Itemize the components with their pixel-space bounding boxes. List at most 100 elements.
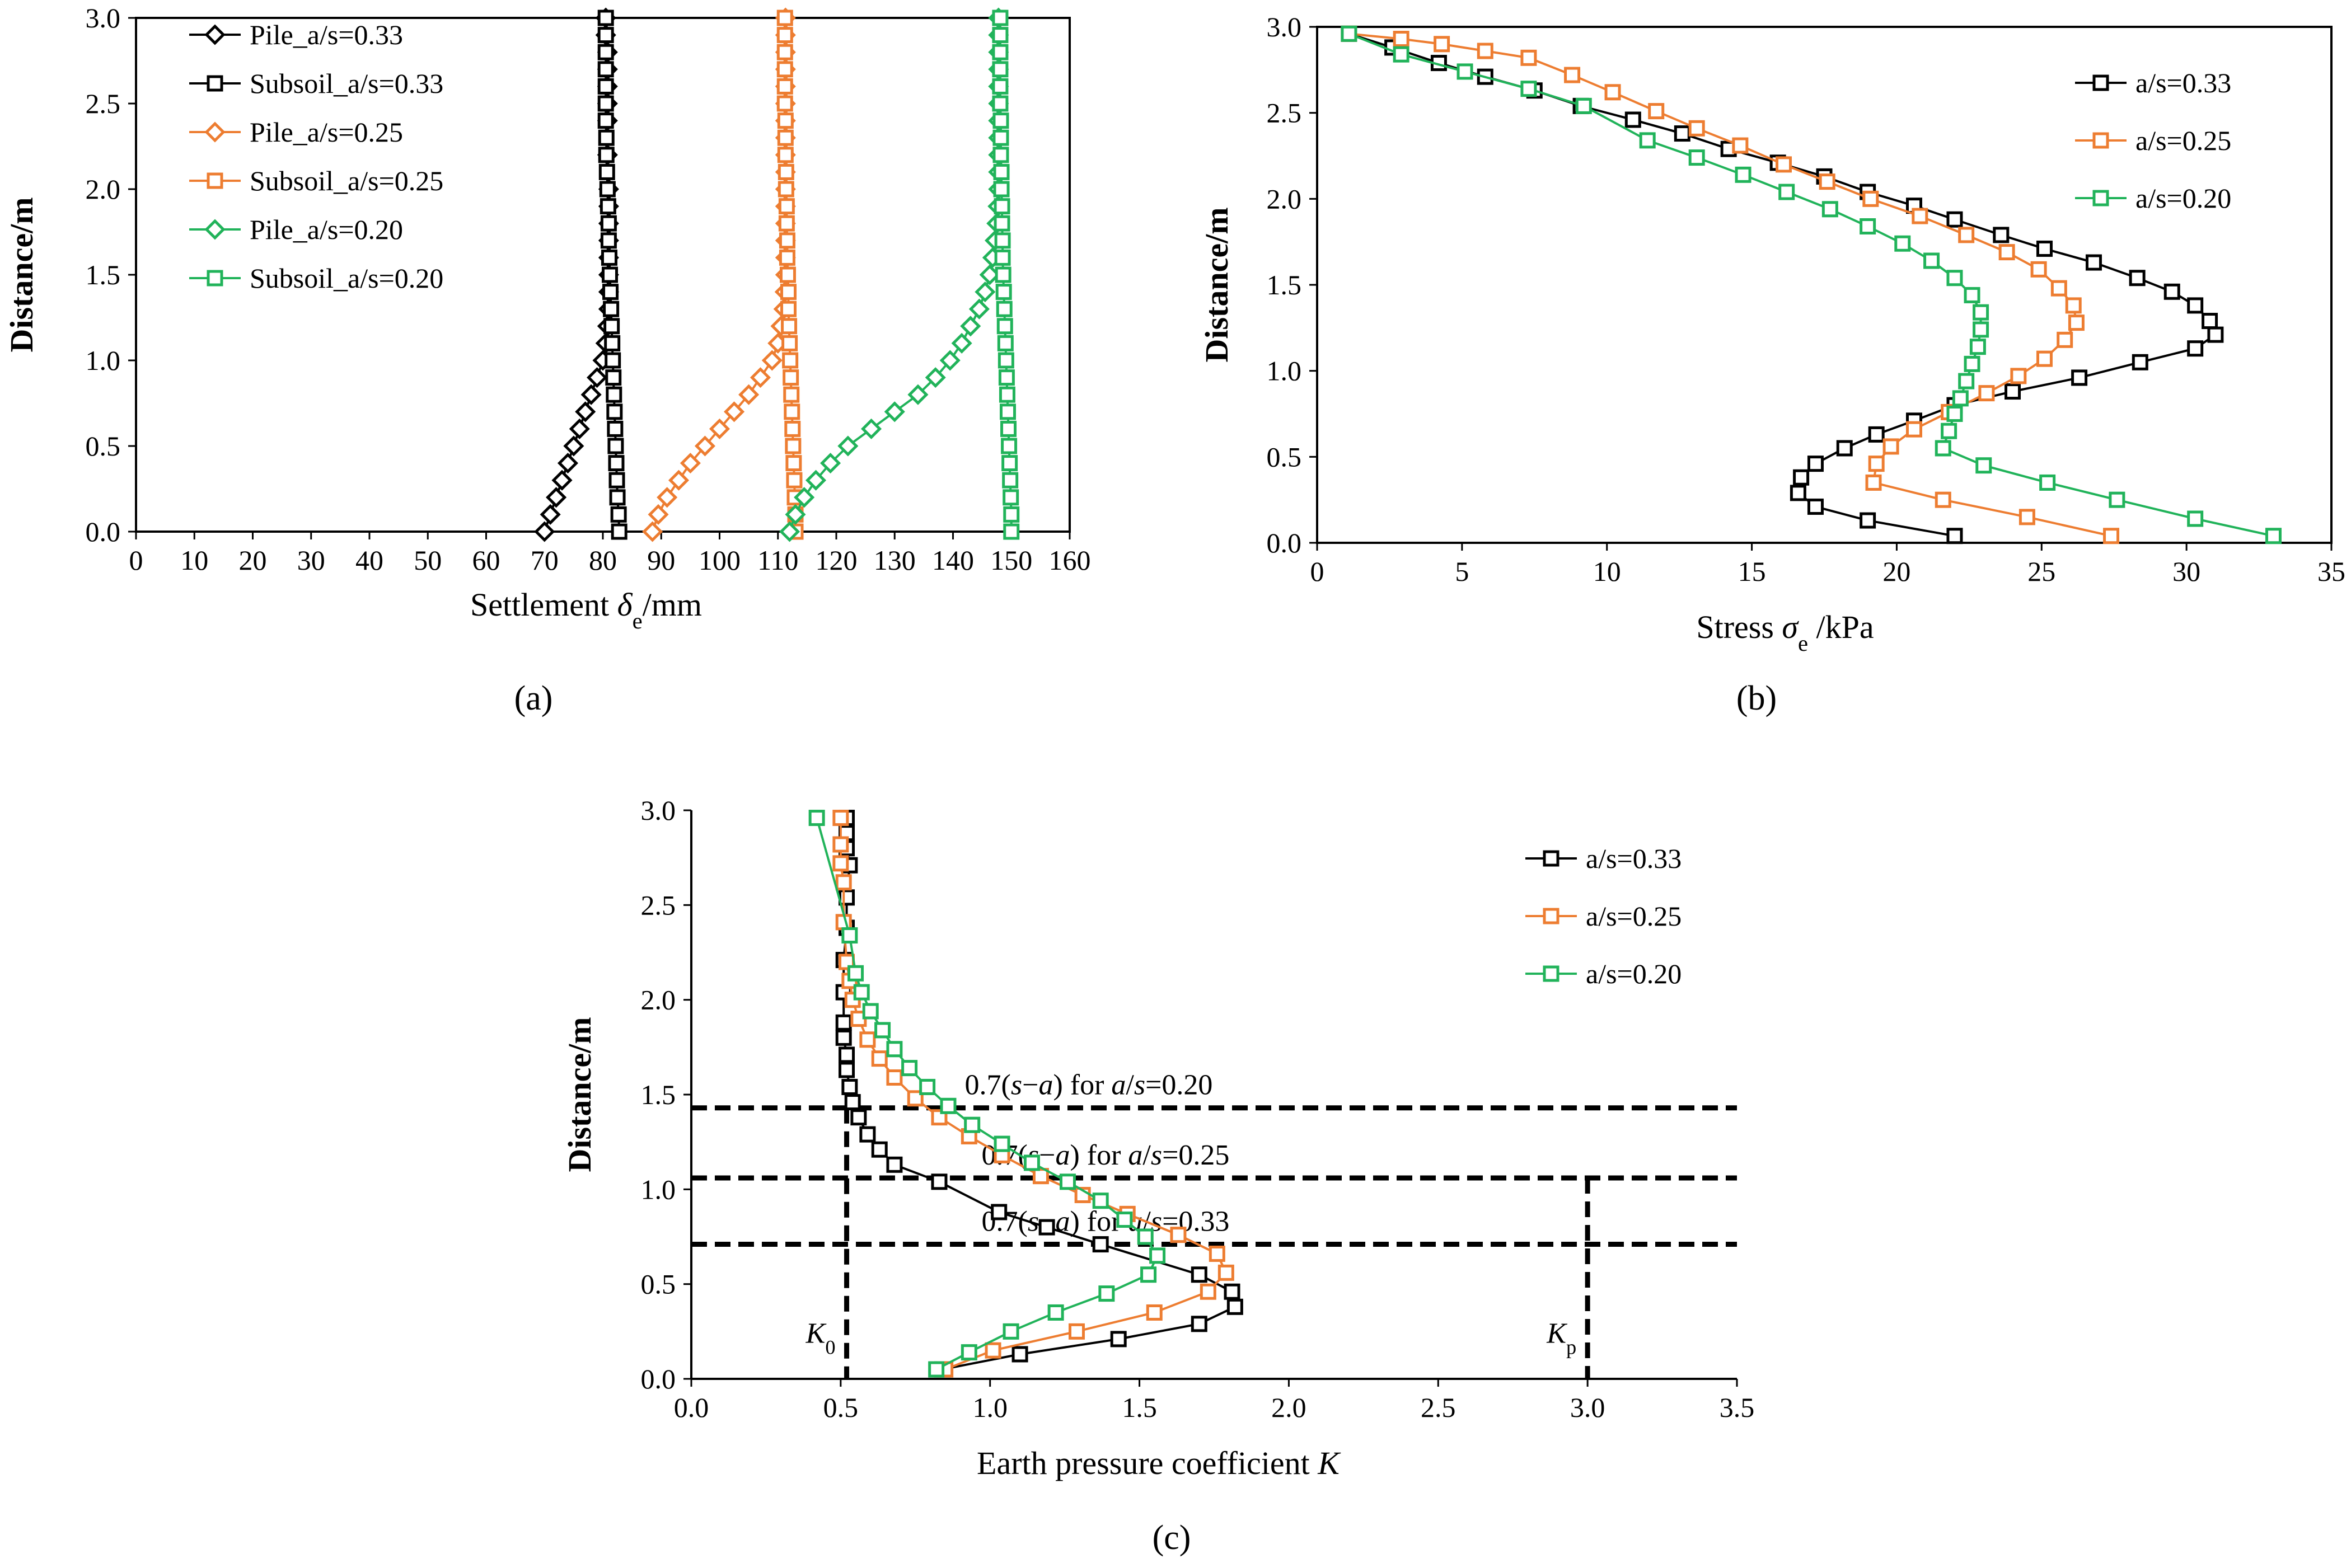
data-point	[992, 44, 1009, 60]
data-point	[992, 129, 1009, 146]
data-point	[835, 874, 852, 891]
data-point	[776, 44, 793, 60]
data-point	[1821, 201, 1838, 218]
legend-item: Pile_a/s=0.20	[189, 214, 403, 245]
data-point	[994, 215, 1010, 232]
y-tick-label: 1.0	[641, 1173, 676, 1205]
panel-b-plot-area: 0 5 10 15 20 25 30 35 0.0 0.5 1.0 1.5 2.0 2.5 3.0 Stres…	[1198, 11, 2345, 656]
data-point	[1224, 1283, 1240, 1300]
data-point	[993, 181, 1010, 198]
series-Pile_a/s=0.25	[642, 7, 796, 542]
data-point	[1564, 67, 1581, 83]
legend-swatch-marker	[1543, 965, 1559, 982]
x-tick-label: 10	[1593, 556, 1621, 587]
data-point	[605, 369, 622, 386]
data-point	[886, 1156, 903, 1173]
reference-line-label-part: −	[1022, 1069, 1038, 1101]
x-tick-label: 0	[1310, 556, 1324, 587]
data-point	[777, 147, 794, 163]
x-tick-label: 10	[180, 544, 208, 576]
y-tick-label: 1.5	[86, 259, 121, 290]
y-tick-label: 2.0	[86, 173, 121, 205]
data-point	[992, 112, 1009, 129]
data-point	[1003, 523, 1020, 540]
data-point	[1923, 252, 1940, 269]
data-point	[605, 352, 621, 369]
panel-c-earth-pressure-chart: 0.0 0.5 1.0 1.5 2.0 2.5 3.0 3.5 0.0 0.5 1.0 1.5 2.0 2…	[561, 795, 1754, 1557]
data-point	[1894, 235, 1911, 252]
data-point	[1038, 1219, 1055, 1236]
data-point	[997, 335, 1014, 351]
data-point	[862, 1003, 879, 1020]
data-point	[780, 284, 797, 301]
data-point	[837, 435, 859, 457]
reference-symbol-label-part: K	[1546, 1318, 1567, 1350]
data-point	[610, 506, 627, 523]
data-point	[1973, 321, 1989, 338]
reference-symbol-label-part: p	[1566, 1336, 1576, 1359]
data-point	[1973, 304, 1989, 321]
legend-swatch-marker	[2092, 190, 2109, 206]
panel-a-settlement-chart: 0 10 20 30 40 50 60 70 80 90 100 110 120 130 140 150 160…	[3, 2, 1091, 717]
data-point	[853, 984, 870, 1001]
data-point	[961, 1344, 977, 1361]
legend-label: Pile_a/s=0.33	[250, 19, 403, 50]
data-point	[820, 453, 841, 474]
legend-swatch-marker	[2092, 74, 2109, 91]
reference-line-label-part: ) for	[1053, 1069, 1111, 1101]
y-tick-label: 2.5	[86, 88, 121, 119]
data-point	[1807, 498, 1824, 515]
data-point	[781, 335, 798, 351]
y-axis-title-part: Distance/m	[1198, 207, 1235, 362]
x-tick-label: 35	[2317, 556, 2345, 587]
reference-symbol-label-part: 0	[825, 1336, 835, 1359]
data-point	[964, 1116, 981, 1133]
series-line	[651, 18, 787, 532]
x-tick-label: 1.0	[972, 1392, 1008, 1423]
data-point	[1958, 227, 1975, 243]
data-point	[1110, 1331, 1127, 1348]
data-point	[587, 367, 608, 388]
data-point	[600, 215, 617, 232]
x-axis-title-part: σ	[1782, 609, 1799, 645]
data-point	[761, 350, 783, 371]
data-point	[1226, 1298, 1243, 1315]
y-tick-label: 0.0	[1267, 527, 1302, 558]
data-point	[1836, 440, 1853, 457]
data-point	[1068, 1323, 1085, 1340]
data-point	[1003, 489, 1019, 506]
data-point	[992, 61, 1009, 78]
data-point	[1092, 1236, 1109, 1253]
data-point	[985, 1342, 1001, 1359]
y-tick-label: 1.0	[86, 345, 121, 376]
data-point	[805, 470, 827, 491]
series-line	[1348, 32, 2217, 537]
data-point	[1032, 1168, 1049, 1185]
data-point	[563, 435, 584, 457]
data-point	[784, 403, 800, 420]
data-point	[779, 521, 800, 542]
data-point	[778, 198, 795, 215]
data-point	[602, 284, 619, 301]
x-axis-title-part: e	[1798, 631, 1808, 656]
y-tick-label: 0.5	[641, 1269, 676, 1300]
data-point	[611, 523, 627, 540]
reference-line-label-part: =0.20	[1145, 1069, 1212, 1101]
data-point	[784, 420, 801, 437]
data-point	[850, 1109, 867, 1126]
data-point	[1674, 125, 1690, 142]
legend-label: Pile_a/s=0.20	[250, 214, 403, 245]
data-point	[1575, 97, 1592, 114]
legend-swatch-marker	[1543, 850, 1559, 867]
data-point	[844, 1094, 861, 1111]
data-point	[1434, 36, 1450, 53]
data-point	[975, 281, 996, 303]
x-axis-title: Earth pressure coefficient K	[977, 1445, 1341, 1481]
data-point	[777, 112, 794, 129]
x-tick-label: 70	[531, 544, 559, 576]
data-point	[993, 163, 1010, 180]
x-tick-label: 5	[1455, 556, 1469, 587]
data-point	[785, 504, 806, 525]
y-tick-label: 2.5	[1267, 97, 1302, 129]
y-tick-label: 1.5	[641, 1079, 676, 1110]
